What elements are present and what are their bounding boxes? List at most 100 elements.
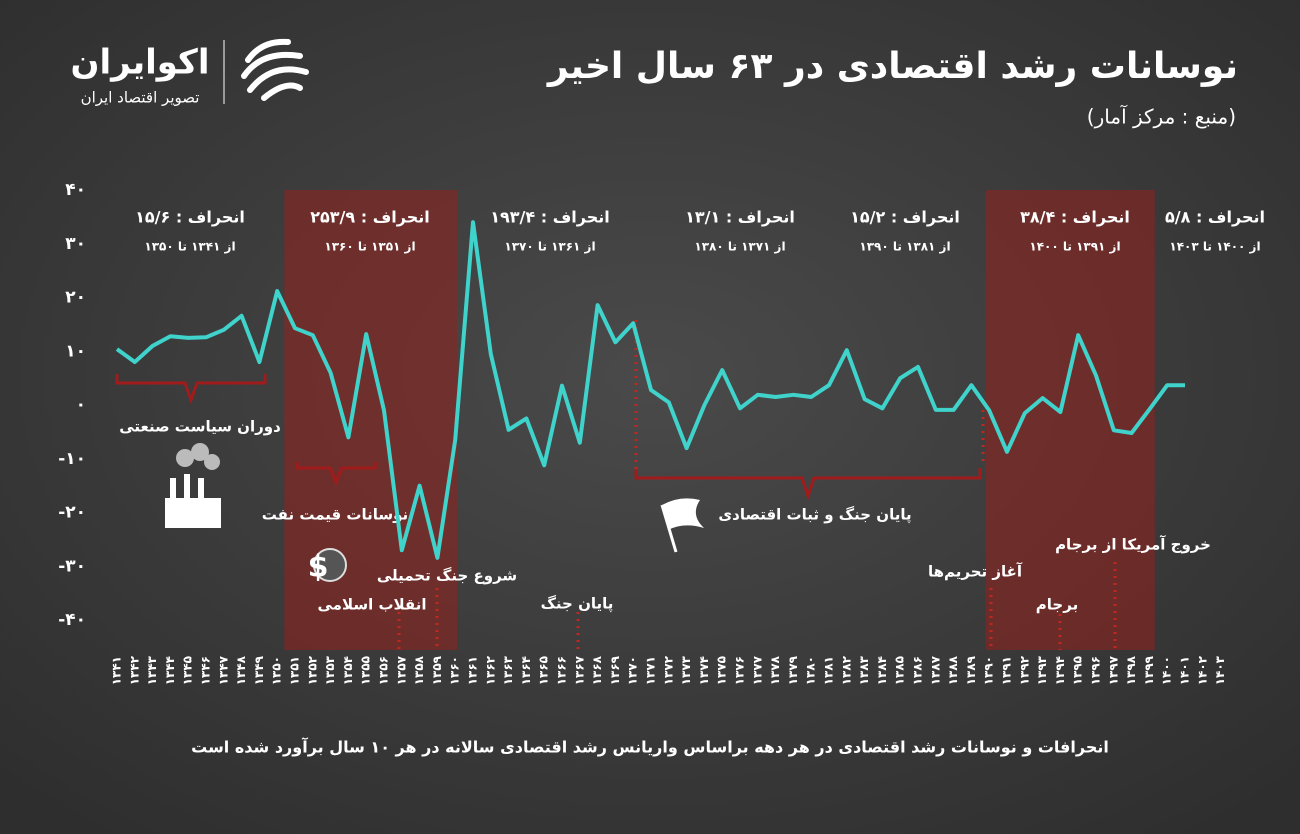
x-tick-label: ۱۳۸۷ bbox=[928, 655, 942, 685]
x-tick-label: ۱۳۶۵ bbox=[537, 656, 551, 685]
x-tick-label: ۱۳۹۰ bbox=[982, 656, 996, 685]
bracket bbox=[634, 468, 982, 501]
x-tick-label: ۱۳۵۸ bbox=[412, 655, 426, 685]
x-tick-label: ۱۳۹۱ bbox=[1000, 656, 1014, 685]
x-tick-label: ۱۳۹۶ bbox=[1089, 656, 1103, 685]
bands bbox=[284, 190, 1155, 650]
x-tick-label: ۱۳۶۴ bbox=[519, 656, 533, 685]
annotation: نوسانات قیمت نفت bbox=[262, 506, 408, 524]
annotation: برجام bbox=[1036, 596, 1078, 614]
footnote: انحرافات و نوسانات رشد اقتصادی در هر دهه… bbox=[191, 737, 1109, 757]
x-tick-label: ۱۳۷۰ bbox=[626, 656, 640, 685]
x-tick-label: ۱۳۸۸ bbox=[946, 655, 960, 685]
subtitle: (منبع : مرکز آمار) bbox=[1087, 104, 1236, 129]
x-tick-label: ۱۳۵۷ bbox=[394, 655, 408, 685]
period-range: از ۱۳۸۱ تا ۱۳۹۰ bbox=[859, 240, 950, 254]
x-tick-label: ۱۳۸۴ bbox=[875, 656, 889, 685]
dollar-icon: $ bbox=[308, 550, 329, 585]
bracket bbox=[115, 374, 267, 405]
period-label: انحراف : ۲۵۳/۹ bbox=[310, 208, 430, 227]
x-tick-label: ۱۳۸۳ bbox=[857, 655, 871, 685]
x-tick-label: ۱۳۴۹ bbox=[252, 655, 266, 685]
y-tick-label: ۳۰ bbox=[65, 234, 86, 254]
x-tick-label: ۱۳۷۷ bbox=[750, 655, 764, 685]
x-tick-label: ۱۳۵۵ bbox=[359, 656, 373, 685]
period-range: از ۱۳۷۱ تا ۱۳۸۰ bbox=[694, 240, 785, 254]
period-range: از ۱۳۴۱ تا ۱۳۵۰ bbox=[144, 240, 235, 254]
period-range: از ۱۳۹۱ تا ۱۴۰۰ bbox=[1029, 240, 1120, 254]
period-label: انحراف : ۱۵/۶ bbox=[135, 208, 245, 227]
y-tick-label: ۲۰ bbox=[65, 288, 86, 308]
x-tick-label: ۱۴۰۰ bbox=[1160, 656, 1174, 685]
x-tick-label: ۱۳۹۹ bbox=[1142, 655, 1156, 685]
x-tick-label: ۱۳۸۰ bbox=[804, 656, 818, 685]
x-tick-label: ۱۳۵۶ bbox=[377, 656, 391, 685]
x-tick-label: ۱۳۵۳ bbox=[323, 655, 337, 685]
annotation: پایان جنگ و ثبات اقتصادی bbox=[718, 506, 911, 525]
line-series bbox=[115, 220, 1185, 560]
x-tick-label: ۱۳۴۱ bbox=[110, 656, 124, 685]
x-tick-label: ۱۳۹۳ bbox=[1035, 655, 1049, 685]
y-tick-label: ۱۰ bbox=[65, 341, 86, 361]
period-label: انحراف : ۱۳/۱ bbox=[685, 208, 795, 227]
period-range: از ۱۴۰۰ تا ۱۴۰۳ bbox=[1169, 240, 1260, 254]
x-tick-label: ۱۳۷۳ bbox=[679, 655, 693, 685]
x-tick-label: ۱۳۹۴ bbox=[1053, 656, 1067, 685]
highlight-band bbox=[985, 190, 1155, 650]
x-tick-label: ۱۳۶۰ bbox=[448, 656, 462, 685]
x-tick-label: ۱۳۸۹ bbox=[964, 655, 978, 685]
x-tick-label: ۱۳۷۲ bbox=[661, 655, 675, 685]
annotation: خروج آمریکا از برجام bbox=[1055, 536, 1211, 554]
brand-name: اکوایران bbox=[71, 43, 210, 83]
x-tick-label: ۱۳۴۴ bbox=[163, 656, 177, 685]
x-tick-label: ۱۳۴۸ bbox=[234, 655, 248, 685]
x-tick-label: ۱۳۷۴ bbox=[697, 656, 711, 685]
x-tick-label: ۱۳۷۵ bbox=[715, 656, 729, 685]
icons: $ bbox=[165, 443, 704, 585]
x-tick-label: ۱۳۹۸ bbox=[1124, 655, 1138, 685]
x-tick-label: ۱۳۹۷ bbox=[1106, 655, 1120, 685]
bracket bbox=[295, 462, 377, 486]
annotation: انقلاب اسلامی bbox=[318, 596, 427, 614]
x-tick-label: ۱۴۰۳ bbox=[1213, 655, 1227, 685]
x-tick-label: ۱۳۴۲ bbox=[127, 655, 141, 685]
y-tick-label: ۴۰ bbox=[65, 180, 86, 200]
x-tick-label: ۱۳۶۱ bbox=[466, 656, 480, 685]
x-tick-label: ۱۴۰۲ bbox=[1195, 655, 1209, 685]
brand-tagline: تصویر اقتصاد ایران bbox=[81, 89, 200, 107]
y-tick-label: -۱۰ bbox=[58, 449, 86, 469]
y-tick-label: ۰ bbox=[76, 395, 86, 415]
x-tick-label: ۱۳۶۷ bbox=[572, 655, 586, 685]
x-tick-label: ۱۳۶۳ bbox=[501, 655, 515, 685]
x-tick-label: ۱۳۴۵ bbox=[181, 656, 195, 685]
x-tick-label: ۱۳۵۲ bbox=[305, 655, 319, 685]
x-tick-label: ۱۳۵۰ bbox=[270, 656, 284, 685]
x-tick-label: ۱۳۵۱ bbox=[288, 656, 302, 685]
period-range: از ۱۳۵۱ تا ۱۳۶۰ bbox=[324, 240, 415, 254]
chart-title: نوسانات رشد اقتصادی در ۶۳ سال اخیر bbox=[546, 46, 1238, 87]
x-tick-label: ۱۳۸۲ bbox=[839, 655, 853, 685]
x-tick-label: ۱۳۶۸ bbox=[590, 655, 604, 685]
period-label: انحراف : ۱۵/۲ bbox=[850, 208, 960, 227]
annotation: دوران سیاست صنعتی bbox=[119, 418, 281, 436]
y-tick-label: -۲۰ bbox=[58, 503, 86, 523]
x-tick-label: ۱۳۵۹ bbox=[430, 655, 444, 685]
x-tick-label: ۱۳۸۵ bbox=[893, 656, 907, 685]
annotation: شروع جنگ تحمیلی bbox=[377, 567, 517, 585]
period-range: از ۱۳۶۱ تا ۱۳۷۰ bbox=[504, 240, 595, 254]
x-tick-label: ۱۳۶۶ bbox=[555, 656, 569, 685]
x-tick-label: ۱۳۹۵ bbox=[1071, 656, 1085, 685]
x-tick-label: ۱۳۴۷ bbox=[216, 655, 230, 685]
x-tick-label: ۱۳۶۲ bbox=[483, 655, 497, 685]
highlight-band bbox=[284, 190, 457, 650]
x-tick-label: ۱۳۷۱ bbox=[644, 656, 658, 685]
y-tick-label: -۳۰ bbox=[58, 556, 86, 576]
period-label: انحراف : ۵/۸ bbox=[1165, 208, 1265, 227]
brand-logo bbox=[241, 38, 309, 101]
annotation: پایان جنگ bbox=[541, 595, 614, 614]
x-tick-label: ۱۳۸۱ bbox=[822, 656, 836, 685]
period-label: انحراف : ۱۹۳/۴ bbox=[490, 208, 610, 227]
x-tick-label: ۱۳۴۶ bbox=[199, 656, 213, 685]
x-tick-label: ۱۳۵۴ bbox=[341, 656, 355, 685]
